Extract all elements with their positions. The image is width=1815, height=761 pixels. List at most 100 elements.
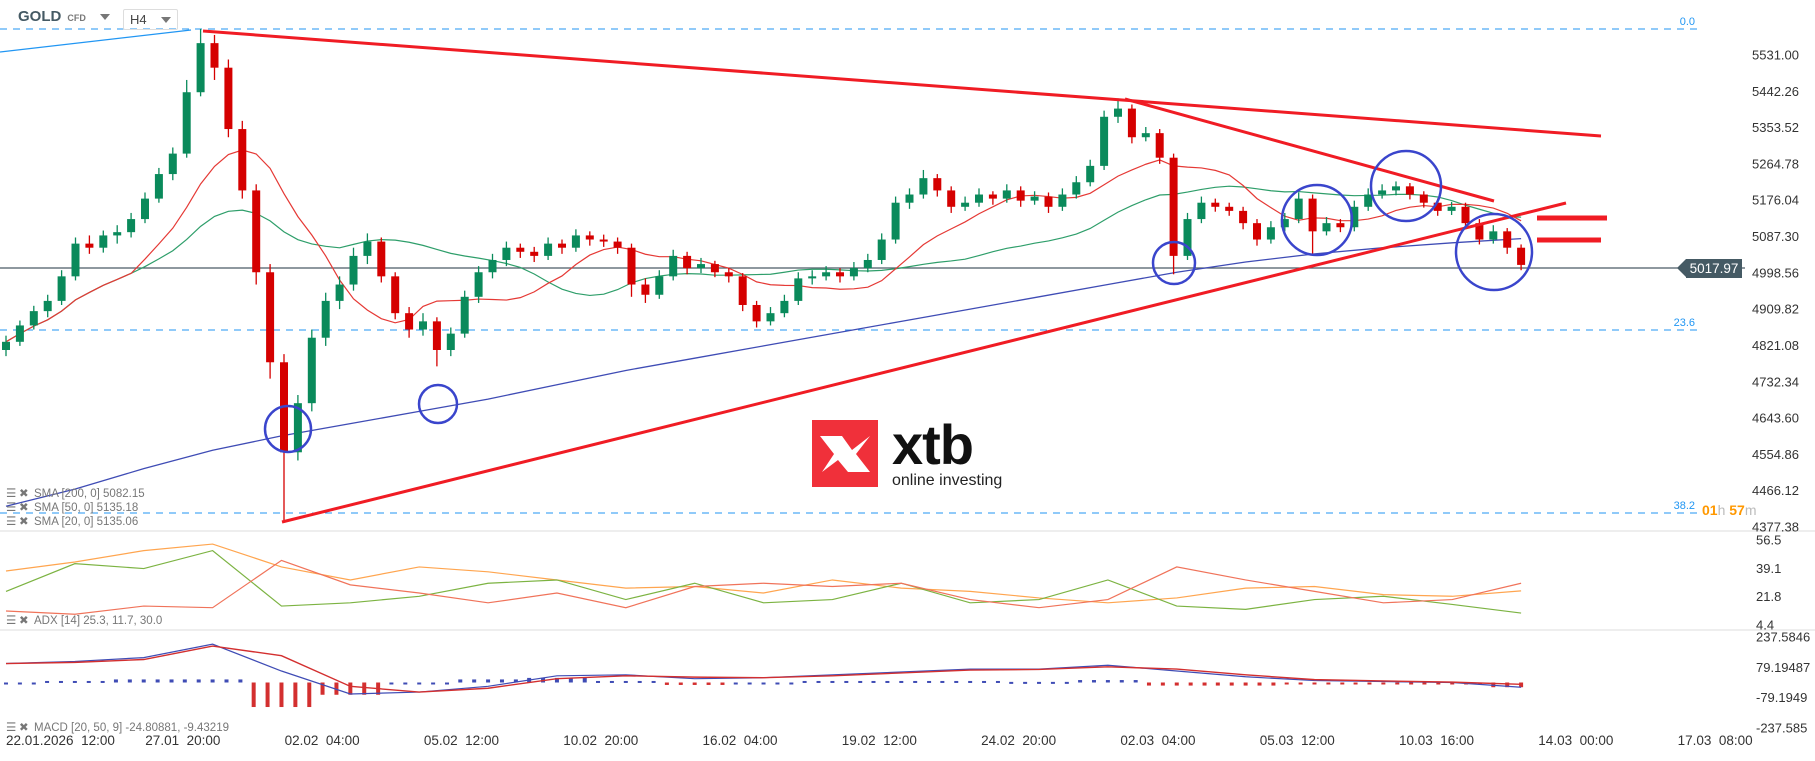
candle[interactable] [1016, 186, 1025, 207]
candle[interactable] [766, 307, 775, 326]
candle[interactable] [1072, 176, 1081, 199]
candle[interactable] [933, 174, 942, 197]
candle[interactable] [571, 229, 580, 252]
candle[interactable] [530, 246, 539, 263]
candle[interactable] [460, 290, 469, 338]
candle[interactable] [599, 234, 608, 247]
symbol-selector[interactable]: GOLD CFD [18, 8, 110, 25]
candle[interactable] [349, 247, 358, 291]
candle[interactable] [1419, 191, 1428, 208]
trendline-upper-short[interactable] [1124, 97, 1495, 203]
candle[interactable] [1114, 98, 1122, 123]
legend-sma20[interactable]: ☰ ✖ SMA [20, 0] 5135.06 [6, 515, 138, 528]
close-icon[interactable]: ✖ [19, 615, 29, 627]
candle[interactable] [961, 196, 970, 211]
settings-icon[interactable]: ☰ [6, 614, 16, 627]
candle[interactable] [1378, 184, 1387, 199]
candle[interactable] [141, 192, 149, 224]
plus-di-line[interactable] [5, 549, 1522, 614]
candle[interactable] [877, 233, 886, 265]
candle[interactable] [1392, 181, 1400, 196]
candle[interactable] [1350, 200, 1359, 232]
candle[interactable] [1405, 183, 1414, 200]
candle[interactable] [975, 188, 983, 207]
settings-icon[interactable]: ☰ [6, 501, 16, 514]
candle[interactable] [154, 167, 163, 203]
chevron-down-icon[interactable] [160, 16, 171, 23]
candle[interactable] [43, 294, 52, 318]
candle[interactable] [29, 305, 38, 330]
candle[interactable] [224, 59, 233, 138]
candle[interactable] [99, 230, 108, 253]
candle[interactable] [808, 270, 817, 285]
highlight-circle[interactable] [1280, 183, 1354, 257]
candle[interactable] [85, 235, 94, 254]
fib-anchor-line[interactable] [0, 29, 192, 53]
candle[interactable] [1322, 217, 1331, 236]
sma50-line[interactable] [5, 185, 1522, 343]
candle[interactable] [919, 169, 928, 199]
candle[interactable] [1447, 201, 1456, 215]
adx-line[interactable] [5, 543, 1522, 604]
legend-sma50[interactable]: ☰ ✖ SMA [50, 0] 5135.18 [6, 501, 138, 514]
candle[interactable] [446, 327, 455, 357]
candle[interactable] [1211, 198, 1220, 212]
candle[interactable] [488, 253, 497, 279]
highlight-circle[interactable] [1369, 149, 1443, 223]
candle[interactable] [1183, 212, 1192, 260]
minus-di-line[interactable] [5, 559, 1522, 615]
candle[interactable] [502, 241, 511, 267]
candle[interactable] [1127, 104, 1136, 144]
candle[interactable] [697, 257, 705, 274]
price-axis[interactable]: 5531.00 5442.26 5353.52 5264.78 5176.04 5087.… [1752, 48, 1810, 736]
candle[interactable] [891, 196, 900, 244]
candle[interactable] [794, 272, 803, 305]
candle[interactable] [863, 253, 872, 273]
candle[interactable] [641, 278, 650, 303]
highlight-circle[interactable] [1151, 240, 1197, 286]
candle[interactable] [266, 264, 275, 379]
candle[interactable] [127, 212, 136, 238]
candle[interactable] [71, 237, 80, 281]
candle[interactable] [780, 294, 789, 318]
close-icon[interactable]: ✖ [19, 722, 29, 734]
close-icon[interactable]: ✖ [19, 488, 29, 500]
candle[interactable] [210, 34, 219, 80]
settings-icon[interactable]: ☰ [6, 721, 16, 734]
candle[interactable] [544, 237, 553, 260]
candle[interactable] [905, 188, 914, 209]
highlight-circle[interactable] [263, 404, 313, 454]
candle[interactable] [655, 270, 664, 299]
highlight-circle[interactable] [1454, 212, 1534, 292]
candle[interactable] [613, 237, 622, 254]
drawings[interactable] [202, 29, 1607, 524]
candle[interactable] [474, 266, 483, 303]
candle[interactable] [321, 292, 330, 346]
candle[interactable] [1489, 225, 1498, 244]
candle[interactable] [1266, 221, 1275, 244]
sma20-line[interactable] [5, 149, 1522, 343]
candle[interactable] [710, 260, 719, 278]
candle[interactable] [377, 237, 386, 283]
legend-adx[interactable]: ☰ ✖ ADX [14] 25.3, 11.7, 30.0 [6, 614, 162, 627]
settings-icon[interactable]: ☰ [6, 515, 16, 528]
candle[interactable] [1044, 192, 1053, 213]
candle[interactable] [627, 243, 636, 297]
candle[interactable] [1141, 127, 1150, 142]
candle[interactable] [1280, 212, 1289, 232]
candle[interactable] [335, 276, 344, 310]
candle[interactable] [1364, 188, 1373, 211]
candle[interactable] [752, 300, 761, 328]
candle[interactable] [558, 239, 566, 254]
candle[interactable] [1239, 206, 1248, 230]
candle[interactable] [836, 268, 844, 283]
candle[interactable] [849, 262, 858, 281]
candle[interactable] [1253, 219, 1261, 246]
close-icon[interactable]: ✖ [19, 516, 29, 528]
candle[interactable] [182, 79, 191, 158]
timeframe-selector[interactable]: H4 [123, 9, 178, 30]
candle[interactable] [113, 225, 122, 244]
candle[interactable] [432, 317, 441, 367]
candle[interactable] [419, 313, 427, 336]
candle[interactable] [252, 184, 261, 285]
